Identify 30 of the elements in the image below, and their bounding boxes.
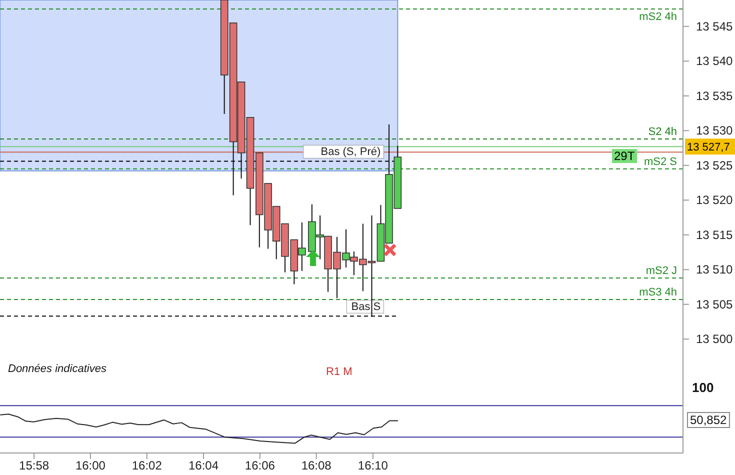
y-tick-label: 13 525 <box>696 158 734 172</box>
y-tick-label: 13 515 <box>696 228 734 242</box>
x-tick-label: 16:00 <box>75 458 106 473</box>
annotation: 29T <box>612 149 637 163</box>
y-tick-label: 13 505 <box>696 297 734 312</box>
y-tick-label: 13 530 <box>696 124 734 138</box>
text: 50,852 <box>687 412 730 428</box>
ref-line-label: S2 4h <box>648 126 677 138</box>
ref-line-label: 13 527,7 <box>687 142 730 154</box>
x-tick-label: 16:04 <box>188 458 219 473</box>
x-tick-label: 15:58 <box>19 458 50 473</box>
y-tick-label: 13 540 <box>696 54 734 68</box>
y-tick-label: 13 520 <box>696 193 734 208</box>
y-tick-label: 13 545 <box>696 19 734 34</box>
ref-line-label: mS2 S <box>644 156 677 168</box>
y-tick-label: 13 500 <box>696 332 734 346</box>
y-tick-label: 13 535 <box>696 88 734 103</box>
x-tick-label: 16:08 <box>301 458 332 473</box>
x-tick-label: 16:10 <box>358 458 388 473</box>
x-tick-label: 16:06 <box>244 458 276 473</box>
text: 100 <box>692 380 714 395</box>
ref-line-label: Bas (S, Pré) <box>320 146 381 158</box>
ref-line-label: mS2 4h <box>639 11 677 24</box>
x-tick-label: 16:02 <box>132 458 162 473</box>
ref-line-label: mS2 J <box>646 264 677 277</box>
y-tick-label: 13 510 <box>696 262 734 277</box>
ref-line-label: Bas S <box>351 301 381 314</box>
ref-line-label: mS3 4h <box>639 286 677 298</box>
annotation: Données indicatives <box>8 363 106 375</box>
annotation: R1 M <box>326 366 352 378</box>
